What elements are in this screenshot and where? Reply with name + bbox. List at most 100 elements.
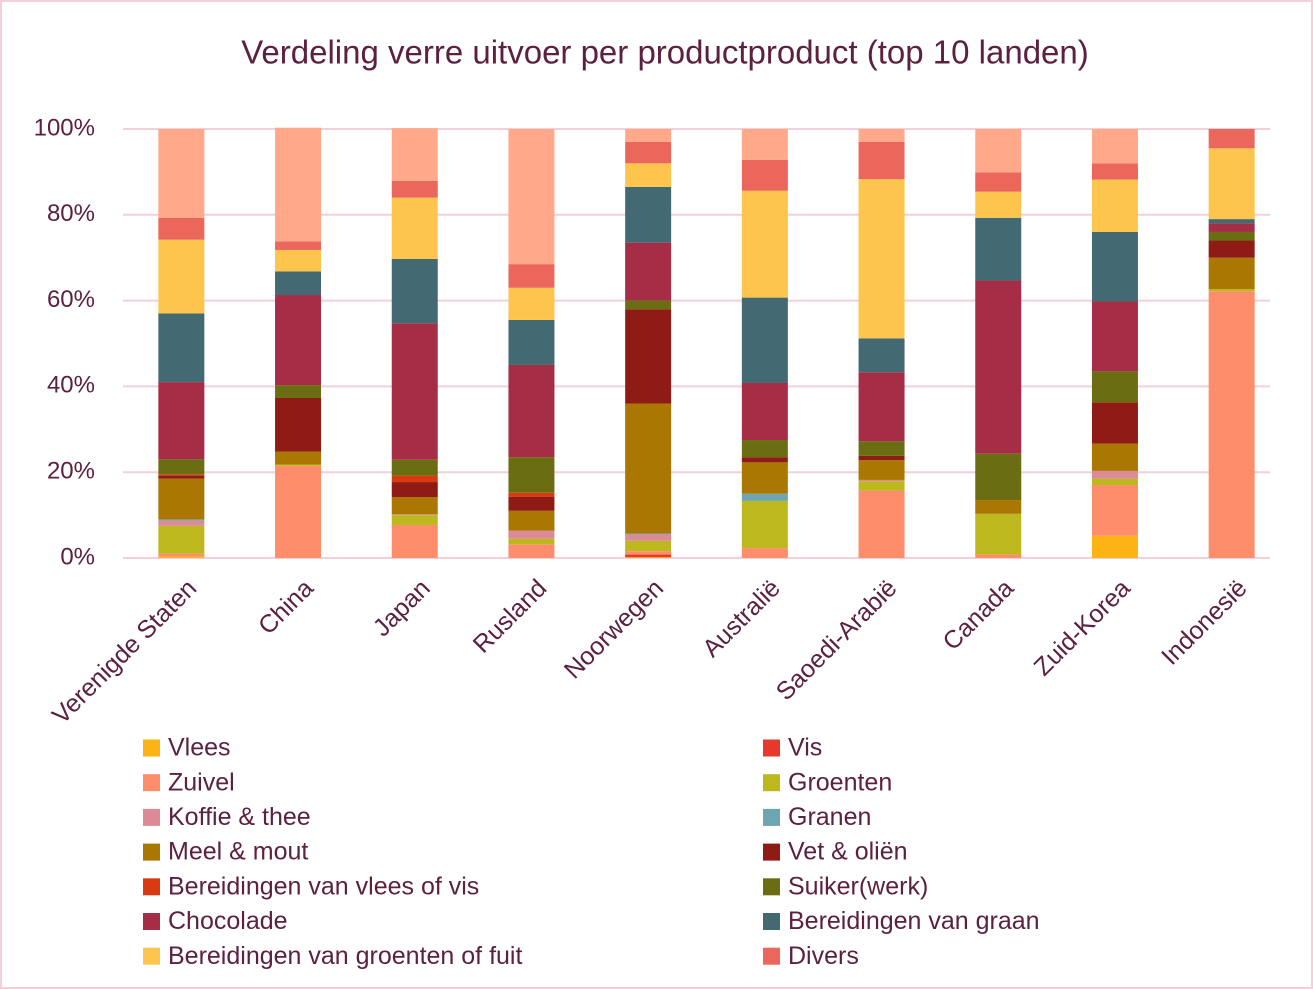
bar-segment xyxy=(741,382,788,441)
bar-segment xyxy=(625,534,672,541)
bar-segment xyxy=(391,475,438,483)
bar-segment xyxy=(158,475,205,479)
bar-segment xyxy=(1091,371,1138,403)
bar-segment xyxy=(158,217,205,240)
bar-segment xyxy=(858,179,905,339)
legend-swatch xyxy=(763,774,780,792)
bar-segment xyxy=(508,530,555,539)
bar-segment xyxy=(1208,257,1255,290)
legend-swatch xyxy=(763,843,780,861)
bar-segment xyxy=(391,514,438,516)
bar-segment xyxy=(625,242,672,301)
bar-segment xyxy=(391,524,438,558)
bar-segment xyxy=(975,172,1022,192)
bar-segment xyxy=(858,441,905,456)
bar-segment xyxy=(1208,289,1255,292)
bar-segment xyxy=(391,258,438,324)
bar-segment xyxy=(741,462,788,494)
legend-label: Vet & oliën xyxy=(788,838,908,866)
bar-segment xyxy=(158,556,205,558)
legend-label: Vlees xyxy=(168,734,231,762)
bar-segment xyxy=(508,457,555,493)
bar-segment xyxy=(158,239,205,314)
bar-segment xyxy=(508,496,555,511)
bar-segment xyxy=(508,264,555,288)
bar-segment xyxy=(741,457,788,463)
legend-swatch xyxy=(143,878,160,896)
bar-segment xyxy=(158,382,205,460)
bar-segment xyxy=(625,300,672,310)
bar-segment xyxy=(508,538,555,545)
bar-segment xyxy=(275,295,322,386)
legend-label: Bereidingen van groenten of fuit xyxy=(168,942,522,970)
legend-label: Vis xyxy=(788,734,822,762)
legend-label: Granen xyxy=(788,803,871,831)
bar-segment xyxy=(391,459,438,476)
bar-segment xyxy=(625,309,672,404)
bar-segment xyxy=(625,533,672,535)
bar-segment xyxy=(158,478,205,520)
legend-label: Chocolade xyxy=(168,907,288,935)
legend-label: Zuivel xyxy=(168,768,235,796)
bar-segment xyxy=(391,323,438,460)
bar-segment xyxy=(158,313,205,383)
bar-segment xyxy=(158,525,205,554)
y-tick-label: 0% xyxy=(60,543,95,570)
legend-swatch xyxy=(143,739,160,757)
bar-segment xyxy=(858,455,905,461)
legend-swatch xyxy=(143,843,160,861)
bar-segment xyxy=(275,465,322,558)
bar-segment xyxy=(625,163,672,187)
bar-segment xyxy=(1091,470,1138,479)
legend-label: Koffie & thee xyxy=(168,803,311,831)
bar-segment xyxy=(1091,163,1138,180)
bar-segment xyxy=(275,249,322,272)
bar-segment xyxy=(858,129,905,142)
bar-segment xyxy=(508,319,555,365)
bar-segment xyxy=(275,385,322,398)
bar-segment xyxy=(275,241,322,250)
bar-segment xyxy=(741,500,788,549)
bar-segment xyxy=(275,127,322,242)
bar-segment xyxy=(1091,129,1138,164)
legend-swatch xyxy=(143,774,160,792)
bar-segment xyxy=(975,280,1022,454)
bar-segment xyxy=(158,520,205,526)
bar-segment xyxy=(1091,301,1138,372)
legend-label: Bereidingen van graan xyxy=(788,907,1040,935)
legend-swatch xyxy=(143,808,160,826)
bar-segment xyxy=(1208,148,1255,220)
bar-segment xyxy=(975,191,1022,218)
bar-segment xyxy=(975,453,1022,501)
bar-segment xyxy=(741,190,788,298)
legend-swatch xyxy=(763,913,780,930)
legend-swatch xyxy=(143,913,160,930)
y-tick-label: 20% xyxy=(47,458,95,485)
bar-segment xyxy=(625,403,672,534)
bar-segment xyxy=(158,129,205,218)
bar-segment xyxy=(1091,231,1138,302)
bar-segment xyxy=(625,540,672,552)
bar-segment xyxy=(1091,485,1138,536)
legend-swatch xyxy=(763,878,780,896)
bar-segment xyxy=(741,440,788,458)
bar-segment xyxy=(275,464,322,466)
bar-segment xyxy=(158,553,205,557)
bar-segment xyxy=(1208,231,1255,241)
bar-segment xyxy=(741,297,788,383)
bar-segment xyxy=(858,372,905,442)
bar-segment xyxy=(508,129,555,265)
legend-label: Bereidingen van vlees of vis xyxy=(168,872,479,900)
bar-segment xyxy=(625,557,672,558)
bar-segment xyxy=(858,479,905,482)
legend-swatch xyxy=(763,808,780,826)
y-tick-label: 80% xyxy=(47,200,95,227)
bar-segment xyxy=(1208,129,1255,149)
bar-segment xyxy=(158,519,205,521)
bar-segment xyxy=(391,482,438,498)
bar-segment xyxy=(1091,179,1138,232)
bar-segment xyxy=(275,451,322,465)
y-tick-label: 40% xyxy=(47,372,95,399)
bar-segment xyxy=(625,554,672,558)
